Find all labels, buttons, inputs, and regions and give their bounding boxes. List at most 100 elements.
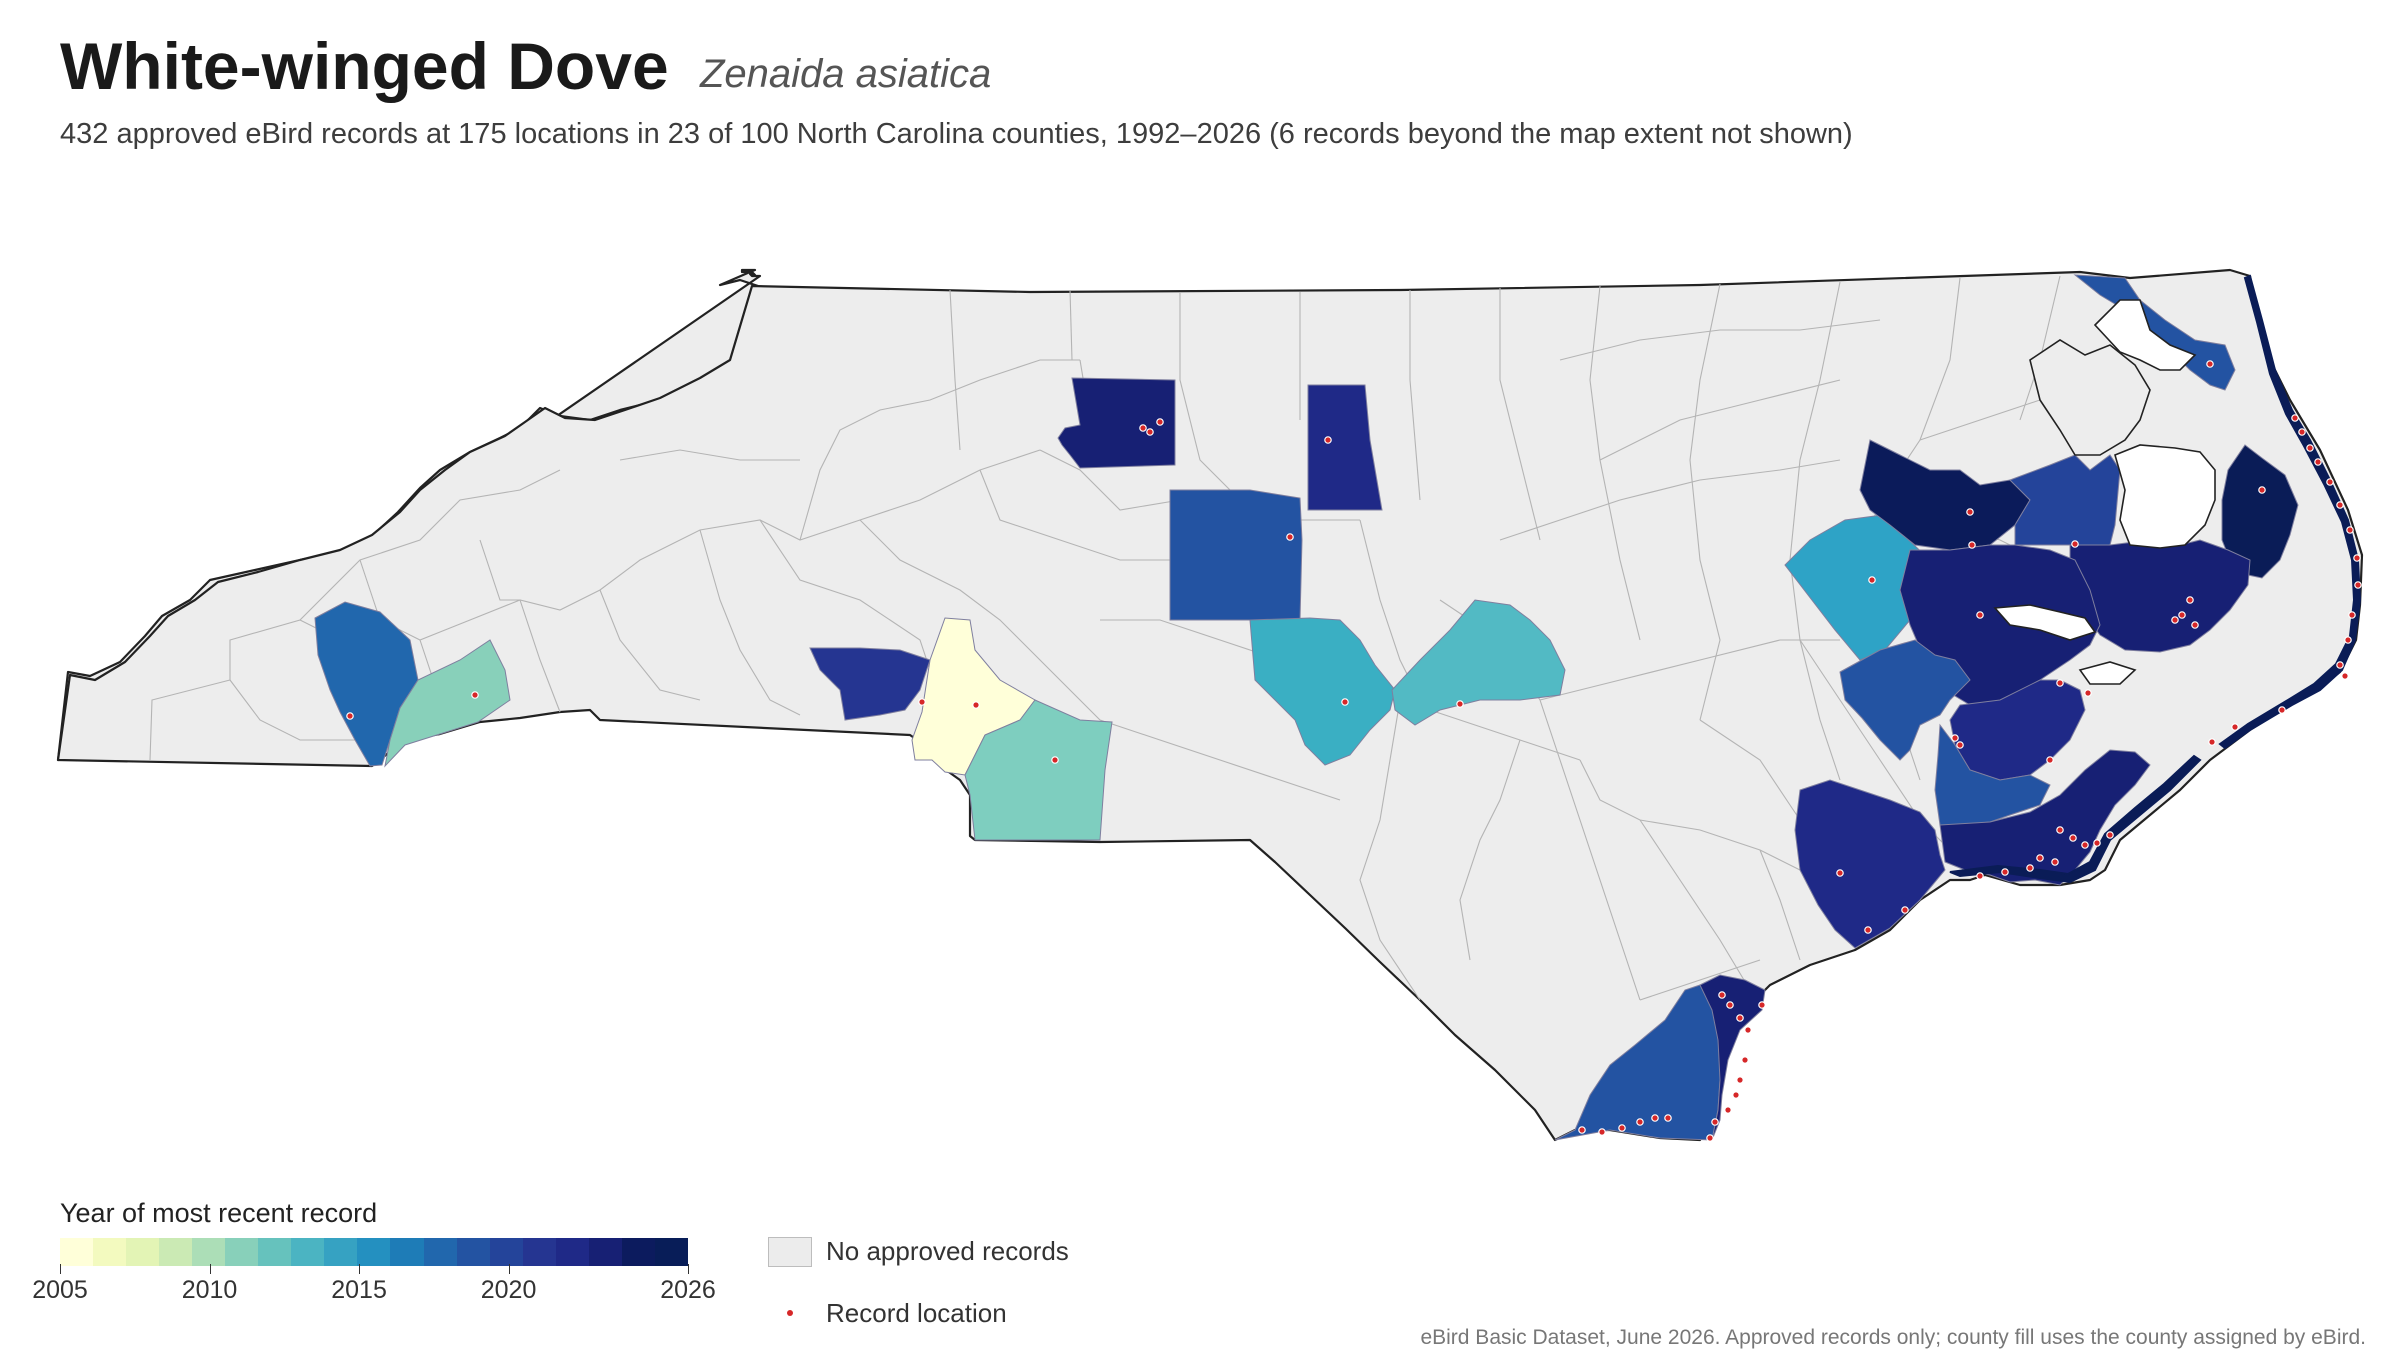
county-chowan — [2009, 454, 2121, 546]
ramp-step — [555, 1238, 589, 1266]
record-dot — [2258, 486, 2266, 494]
map-subtitle: 432 approved eBird records at 175 locati… — [60, 118, 1853, 150]
county-alamance — [1307, 384, 1383, 511]
record-dot — [1578, 1126, 1586, 1134]
county-union — [809, 647, 931, 721]
county-dare — [2221, 444, 2299, 579]
record-dot — [1736, 1014, 1744, 1022]
record-dot — [2326, 478, 2334, 486]
record-dot — [1744, 1026, 1752, 1034]
record-dot — [2069, 834, 2077, 842]
record-dot — [1156, 418, 1164, 426]
ramp-step — [258, 1238, 292, 1266]
record-dot — [2001, 868, 2009, 876]
record-location-dots — [346, 360, 2362, 1142]
record-dot — [2314, 458, 2322, 466]
record-dot — [2231, 723, 2239, 731]
ramp-step — [60, 1238, 94, 1266]
record-dot — [1976, 872, 1984, 880]
record-dot — [1868, 576, 1876, 584]
record-dot — [1718, 991, 1726, 999]
record-dot — [2056, 826, 2064, 834]
legend-tick-label: 2015 — [331, 1276, 387, 1304]
southern-barrier-islands — [1949, 754, 2202, 884]
no-records-swatch — [768, 1237, 812, 1267]
legend-tick — [209, 1264, 211, 1274]
record-dot — [1968, 541, 1976, 549]
record-dot — [1341, 698, 1349, 706]
record-dot — [2336, 661, 2344, 669]
record-dot — [1966, 508, 1974, 516]
record-dot — [1598, 1128, 1606, 1136]
record-dot — [2206, 360, 2214, 368]
record-dot — [2093, 839, 2101, 847]
record-dot — [2291, 414, 2299, 422]
legend-tick-label: 2010 — [181, 1276, 238, 1304]
record-dot — [972, 701, 980, 709]
record-dot — [2026, 864, 2034, 872]
county-cherokee — [314, 601, 419, 767]
record-dot — [2081, 841, 2089, 849]
record-dot — [1456, 700, 1464, 708]
record-dot — [2336, 501, 2344, 509]
record-dot — [1741, 1056, 1749, 1064]
record-dot — [2056, 679, 2064, 687]
legend-tick — [359, 1264, 361, 1274]
scientific-name: Zenaida asiatica — [700, 52, 992, 96]
ramp-step — [621, 1238, 655, 1266]
no-records-label: No approved records — [826, 1236, 1069, 1266]
record-dot — [2178, 611, 2186, 619]
record-dot — [1664, 1114, 1672, 1122]
legend-tick — [688, 1264, 689, 1274]
record-dot — [2346, 526, 2354, 534]
county-randolph — [1169, 489, 1303, 621]
record-dot — [2278, 706, 2286, 714]
record-dot — [1146, 428, 1154, 436]
record-dot — [1651, 1114, 1659, 1122]
record-dot — [1706, 1134, 1714, 1142]
record-dot — [918, 698, 926, 706]
record-dot — [1726, 1001, 1734, 1009]
county-moore — [1249, 617, 1396, 766]
record-dot — [2046, 756, 2054, 764]
ramp-step — [159, 1238, 193, 1266]
record-dot — [346, 712, 354, 720]
record-dot — [1758, 1001, 1766, 1009]
ramp-step — [357, 1238, 391, 1266]
legend-tick-label: 2005 — [32, 1276, 88, 1304]
county-pitt — [1839, 639, 1971, 761]
record-dot — [2191, 621, 2199, 629]
record-dot — [1724, 1106, 1732, 1114]
record-dot — [1324, 436, 1332, 444]
record-dot — [1956, 741, 1964, 749]
record-dot — [1139, 424, 1147, 432]
source-note: eBird Basic Dataset, June 2026. Approved… — [1420, 1326, 2366, 1349]
record-dot — [2354, 581, 2362, 589]
ramp-step — [489, 1238, 523, 1266]
ramp-step — [654, 1238, 688, 1266]
record-dot — [1618, 1124, 1626, 1132]
record-dot — [2036, 854, 2044, 862]
ramp-step — [588, 1238, 622, 1266]
record-dot — [1732, 1091, 1740, 1099]
legend-tick-label: 2020 — [480, 1276, 537, 1304]
county-harnett — [1391, 599, 1566, 726]
legend-tick — [60, 1264, 61, 1274]
record-dot — [2353, 554, 2361, 562]
record-location-legend-dot — [787, 1310, 793, 1316]
record-dot — [2341, 672, 2349, 680]
legend-tick-label: 2026 — [660, 1276, 716, 1304]
ramp-step — [456, 1238, 490, 1266]
county-forsyth — [1057, 377, 1176, 469]
record-dot — [1051, 756, 1059, 764]
record-dot — [2106, 831, 2114, 839]
ramp-step — [126, 1238, 160, 1266]
map-title: White-winged Dove — [60, 29, 669, 103]
legend-title: Year of most recent record — [60, 1198, 378, 1228]
year-color-ramp — [60, 1238, 688, 1266]
ramp-step — [390, 1238, 424, 1266]
county-anson — [964, 699, 1113, 841]
record-dot — [2344, 636, 2352, 644]
legend-tick — [508, 1264, 510, 1274]
